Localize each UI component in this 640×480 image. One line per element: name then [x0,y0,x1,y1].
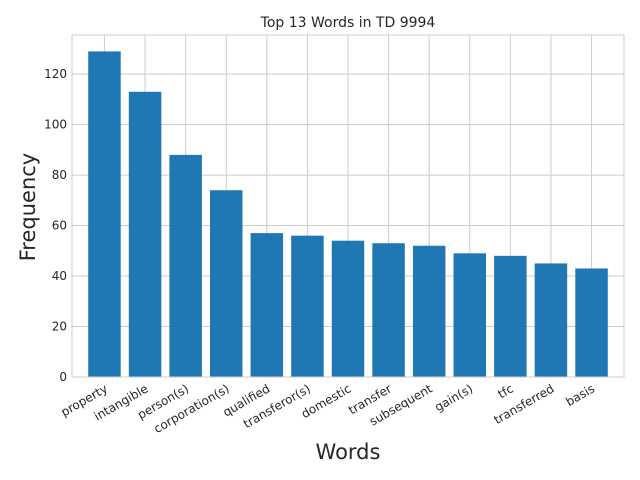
y-tick-labels: 0 20 40 60 80 100 120 [44,67,67,384]
y-tick-label: 120 [44,67,67,81]
bars [88,51,608,377]
x-tick-label: gain(s) [432,381,475,414]
bar-transferred [534,263,568,377]
y-tick-label: 20 [52,320,67,334]
bar-subsequent [412,245,446,377]
x-axis-title: Words [316,440,381,464]
x-tick-label: tfc [495,381,515,401]
bar-intangible [128,91,162,377]
y-axis-title: Frequency [16,153,40,262]
y-tick-label: 100 [44,118,67,132]
chart-title: Top 13 Words in TD 9994 [260,15,436,31]
bar-transferor-s [291,235,324,377]
y-tick-label: 0 [59,370,67,384]
y-tick-label: 60 [52,219,67,233]
bar-domestic [331,240,365,377]
y-tick-label: 40 [52,269,67,283]
bar-corporation-s [210,190,243,377]
bar-person-s [169,154,202,377]
x-tick-label: basis [563,381,597,409]
bar-property [88,51,121,377]
y-tick-label: 80 [52,168,67,182]
bar-basis [575,268,608,377]
bar-tfc [494,255,527,377]
bar-gain-s [453,253,486,377]
bar-qualified [250,233,284,377]
x-tick-labels: propertyintangibleperson(s)corporation(s… [58,381,597,436]
plot-frame [71,34,625,378]
bar-transfer [372,243,405,377]
